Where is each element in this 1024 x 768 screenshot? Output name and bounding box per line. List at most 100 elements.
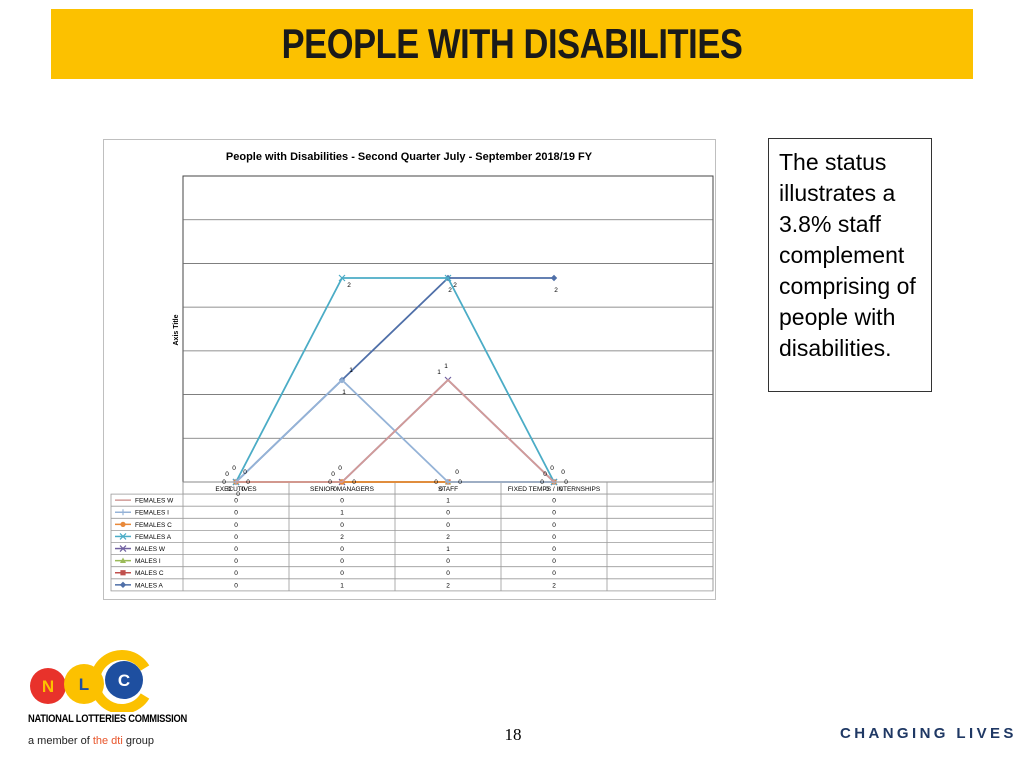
data-label: 0: [550, 465, 554, 472]
slide-title: PEOPLE WITH DISABILITIES: [281, 20, 743, 67]
legend-swatch-marker: [120, 521, 126, 527]
data-table-cell: 0: [552, 570, 556, 577]
category-label: FIXED TEMPS / INTERNSHIPS: [508, 486, 601, 493]
data-table-cell: 0: [552, 546, 556, 553]
data-table-cell: 2: [340, 534, 344, 541]
data-label: 0: [455, 469, 459, 476]
data-label: 0: [439, 486, 443, 493]
chart: People with Disabilities - Second Quarte…: [103, 139, 716, 600]
data-table-cell: 2: [446, 582, 450, 589]
note-text: The status illustrates a 3.8% staff comp…: [779, 149, 916, 361]
data-label: 0: [545, 486, 549, 493]
logo-member-suffix: group: [125, 735, 154, 747]
plot-area-border: [182, 175, 714, 483]
legend-label: MALES C: [135, 570, 164, 577]
data-label: 0: [564, 479, 568, 486]
data-table-cell: 1: [446, 546, 450, 553]
data-table-cell: 0: [446, 510, 450, 517]
logo-member-org: the dti: [92, 735, 123, 747]
data-label: 0: [236, 491, 240, 498]
data-table-cell: 0: [234, 570, 238, 577]
logo-letter-n: N: [42, 677, 54, 696]
data-table-cell: 2: [446, 534, 450, 541]
data-table-cell: 0: [340, 570, 344, 577]
legend-swatch-marker: [120, 509, 126, 516]
series-point: [445, 479, 451, 485]
data-label: 0: [540, 479, 544, 486]
data-label: 1: [437, 369, 441, 376]
data-label: 0: [225, 471, 229, 478]
data-table-cell: 0: [446, 558, 450, 565]
note-box: The status illustrates a 3.8% staff comp…: [768, 138, 932, 392]
logo-member-line: a member of the dti group: [28, 735, 168, 747]
data-label: 1: [444, 363, 448, 370]
legend-label: FEMALES A: [135, 534, 172, 541]
legend-swatch-marker: [119, 581, 127, 589]
y-axis-title: Axis Title: [173, 314, 180, 345]
data-table-cell: 0: [446, 570, 450, 577]
data-label: 0: [227, 486, 231, 493]
data-label: 0: [246, 479, 250, 486]
series-point: [338, 274, 346, 282]
category-label: SENIOR MANAGERS: [310, 486, 375, 493]
data-label: 0: [352, 479, 356, 486]
data-label: 0: [561, 469, 565, 476]
series-line: [236, 379, 555, 483]
data-table-cell: 0: [552, 558, 556, 565]
data-table-cell: 0: [234, 498, 238, 505]
data-label: 0: [331, 471, 335, 478]
data-label: 2: [448, 287, 452, 294]
legend-label: FEMALES C: [135, 522, 172, 529]
page-number: 18: [504, 725, 522, 744]
chart-svg: People with Disabilities - Second Quarte…: [110, 151, 714, 592]
tagline: CHANGING LIVES: [840, 725, 1017, 742]
data-table-cell: 0: [234, 534, 238, 541]
logo-name: NATIONAL LOTTERIES COMMISSION: [28, 713, 188, 725]
legend-swatch-marker: [119, 545, 127, 552]
data-table-cell: 0: [234, 546, 238, 553]
legend-swatch-marker: [120, 557, 126, 564]
data-table-cell: 0: [552, 534, 556, 541]
data-table-cell: 0: [234, 558, 238, 565]
data-table-cell: 0: [340, 558, 344, 565]
legend-label: MALES A: [135, 582, 163, 589]
data-label: 1: [342, 389, 346, 396]
data-label: 0: [458, 479, 462, 486]
data-table-cell: 1: [340, 582, 344, 589]
data-label: 0: [434, 479, 438, 486]
data-label: 2: [453, 282, 457, 289]
logo-n-circle: [30, 668, 66, 704]
category-label: STAFF: [438, 486, 458, 493]
data-label: 0: [243, 469, 247, 476]
data-table-cell: 0: [552, 510, 556, 517]
data-table-cell: 0: [446, 522, 450, 529]
chart-title: People with Disabilities - Second Quarte…: [226, 151, 593, 163]
data-table-cell: 0: [340, 522, 344, 529]
data-label: 0: [559, 486, 563, 493]
data-table-cell: 0: [340, 546, 344, 553]
legend-label: MALES I: [135, 558, 161, 565]
data-label: 1: [349, 367, 353, 374]
series-point: [339, 377, 345, 383]
logo-mark: N L C: [30, 650, 150, 712]
logo-letter-l: L: [79, 675, 89, 694]
data-label: 0: [338, 465, 342, 472]
data-label: 0: [543, 471, 547, 478]
data-label: 0: [222, 479, 226, 486]
title-bar: PEOPLE WITH DISABILITIES: [51, 9, 973, 79]
data-label: 0: [241, 486, 245, 493]
logo-c-circle: [105, 661, 143, 699]
logo-c-arc: [89, 650, 150, 712]
data-table-cell: 0: [234, 582, 238, 589]
data-table-cell: 0: [340, 498, 344, 505]
logo-member-prefix: a member of: [28, 735, 90, 747]
data-label: 2: [554, 287, 558, 294]
data-table-cell: 0: [234, 510, 238, 517]
data-label: 0: [333, 486, 337, 493]
series-point: [550, 274, 558, 282]
data-table-cell: 0: [234, 522, 238, 529]
data-label: 0: [328, 479, 332, 486]
data-table-cell: 0: [552, 522, 556, 529]
logo-letter-c: C: [118, 671, 130, 690]
series-point: [444, 274, 452, 282]
